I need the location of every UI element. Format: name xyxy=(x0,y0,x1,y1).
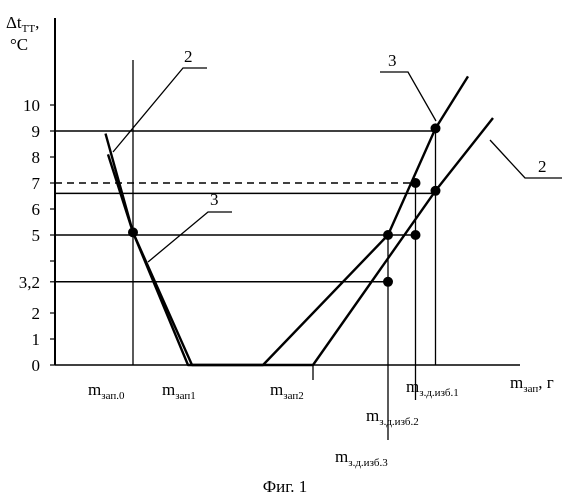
x-tick-labels: mзап.0 mзап1 mзап2 mз.д.изб.3 mз.д.изб.2 mз.д… xyxy=(88,377,459,469)
y-tick-label-10: 10 xyxy=(23,96,40,115)
vertical-guide-lines xyxy=(133,60,436,440)
data-marker-4 xyxy=(411,230,421,240)
y-ticks: 0 1 2 3,2 5 6 7 8 9 10 xyxy=(19,96,55,375)
y-tick-label-6: 6 xyxy=(32,200,41,219)
data-marker-2 xyxy=(383,277,393,287)
callout-leader-1 xyxy=(148,212,232,262)
x-tick-label-m1: mзап1 xyxy=(162,380,196,402)
x-tick-label-m3: mз.д.изб.3 xyxy=(335,447,388,469)
y-tick-label-0: 0 xyxy=(32,356,41,375)
y-tick-label-5: 5 xyxy=(32,226,41,245)
data-marker-0 xyxy=(128,227,138,237)
callouts: 2 3 3 2 xyxy=(113,47,562,262)
y-tick-label-7: 7 xyxy=(32,174,41,193)
data-marker-1 xyxy=(383,230,393,240)
data-marker-3 xyxy=(411,178,421,188)
y-tick-label-8: 8 xyxy=(32,148,41,167)
y-tick-label-1: 1 xyxy=(32,330,41,349)
x-tick-label-m4: mз.д.изб.2 xyxy=(366,406,419,428)
x-tick-label-m5: mз.д.изб.1 xyxy=(406,377,459,399)
x-tick-label-m0: mзап.0 xyxy=(88,380,125,402)
data-markers xyxy=(128,123,441,286)
callout-leader-0 xyxy=(113,68,207,152)
callout-label-3: 2 xyxy=(538,157,547,176)
x-tick-label-m2: mзап2 xyxy=(270,380,304,402)
y-axis-label: ΔtТТ, xyxy=(6,13,39,35)
y-tick-label-2: 2 xyxy=(32,304,41,323)
y-tick-label-9: 9 xyxy=(32,122,41,141)
figure-caption: Фиг. 1 xyxy=(263,477,308,496)
data-marker-6 xyxy=(431,186,441,196)
y-axis-unit: °C xyxy=(10,35,28,54)
callout-label-0: 2 xyxy=(184,47,193,66)
data-marker-5 xyxy=(431,123,441,133)
callout-label-2: 3 xyxy=(388,51,397,70)
y-tick-label-3: 3,2 xyxy=(19,273,40,292)
callout-leader-2 xyxy=(380,72,436,121)
x-axis-label: mзап, г xyxy=(510,373,554,395)
callout-leader-3 xyxy=(490,140,562,178)
callout-label-1: 3 xyxy=(210,190,219,209)
